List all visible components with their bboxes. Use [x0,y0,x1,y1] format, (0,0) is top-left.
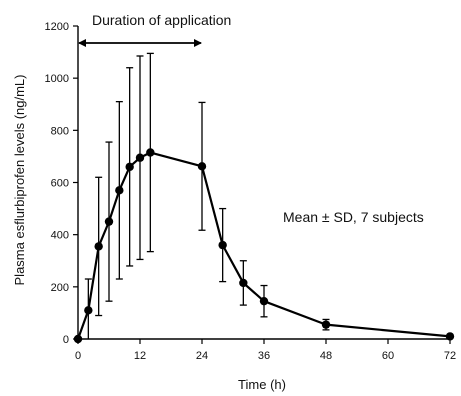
data-point [321,320,331,329]
data-point [84,306,93,315]
series-group [73,148,455,344]
data-point [445,332,455,341]
x-tick-label: 72 [444,350,456,362]
x-tick-label: 24 [196,350,208,362]
data-point [135,153,145,162]
x-tick-label: 60 [382,350,394,362]
x-tick-label: 48 [320,350,332,362]
x-tick-label: 0 [75,350,81,362]
y-tick-label: 600 [51,178,69,190]
y-tick-label: 1200 [45,21,69,33]
data-point [197,162,207,171]
y-tick-label: 800 [51,125,69,137]
y-tick-label: 0 [63,334,69,346]
x-axis-label: Time (h) [238,377,286,392]
data-point [239,278,248,288]
stats-note: Mean ± SD, 7 subjects [283,209,424,225]
y-tick-label: 400 [51,230,69,242]
y-tick-label: 1000 [45,73,69,85]
data-point [259,296,269,306]
x-tick-label: 36 [258,350,270,362]
data-point [94,242,103,251]
x-ticks: 0 12 24 36 48 60 72 [75,339,456,362]
data-point [218,240,227,250]
y-axis-label: Plasma esflurbiprofen levels (ng/mL) [12,75,27,286]
error-bars [84,52,454,339]
data-point [146,148,155,157]
duration-label: Duration of application [92,12,231,28]
x-tick-label: 12 [134,350,146,362]
data-point [125,162,134,172]
data-point [115,186,124,195]
data-point [73,334,83,344]
y-ticks: 0 200 400 600 800 1000 1200 [45,21,78,346]
data-point [104,217,114,226]
series-line [76,151,451,340]
y-tick-label: 200 [51,282,69,294]
